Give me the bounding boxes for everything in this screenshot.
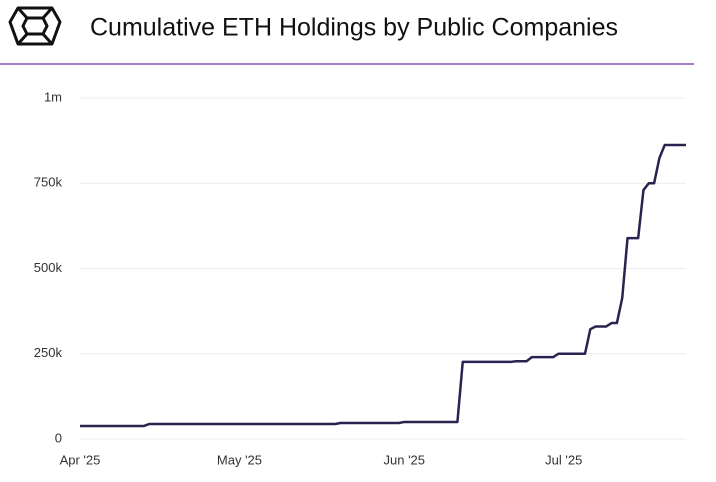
chart-title: Cumulative ETH Holdings by Public Compan… (90, 14, 618, 42)
x-tick-label: Apr '25 (60, 452, 101, 467)
x-tick-label: Jul '25 (545, 452, 582, 467)
x-tick-label: Jun '25 (384, 452, 426, 467)
y-tick-label: 500k (34, 260, 63, 275)
y-tick-label: 250k (34, 345, 63, 360)
logo (8, 6, 62, 46)
y-tick-label: 750k (34, 175, 63, 190)
data-line (80, 143, 686, 428)
y-tick-label: 0 (55, 430, 62, 445)
y-tick-label: 1m (44, 89, 62, 104)
x-tick-label: May '25 (217, 452, 262, 467)
